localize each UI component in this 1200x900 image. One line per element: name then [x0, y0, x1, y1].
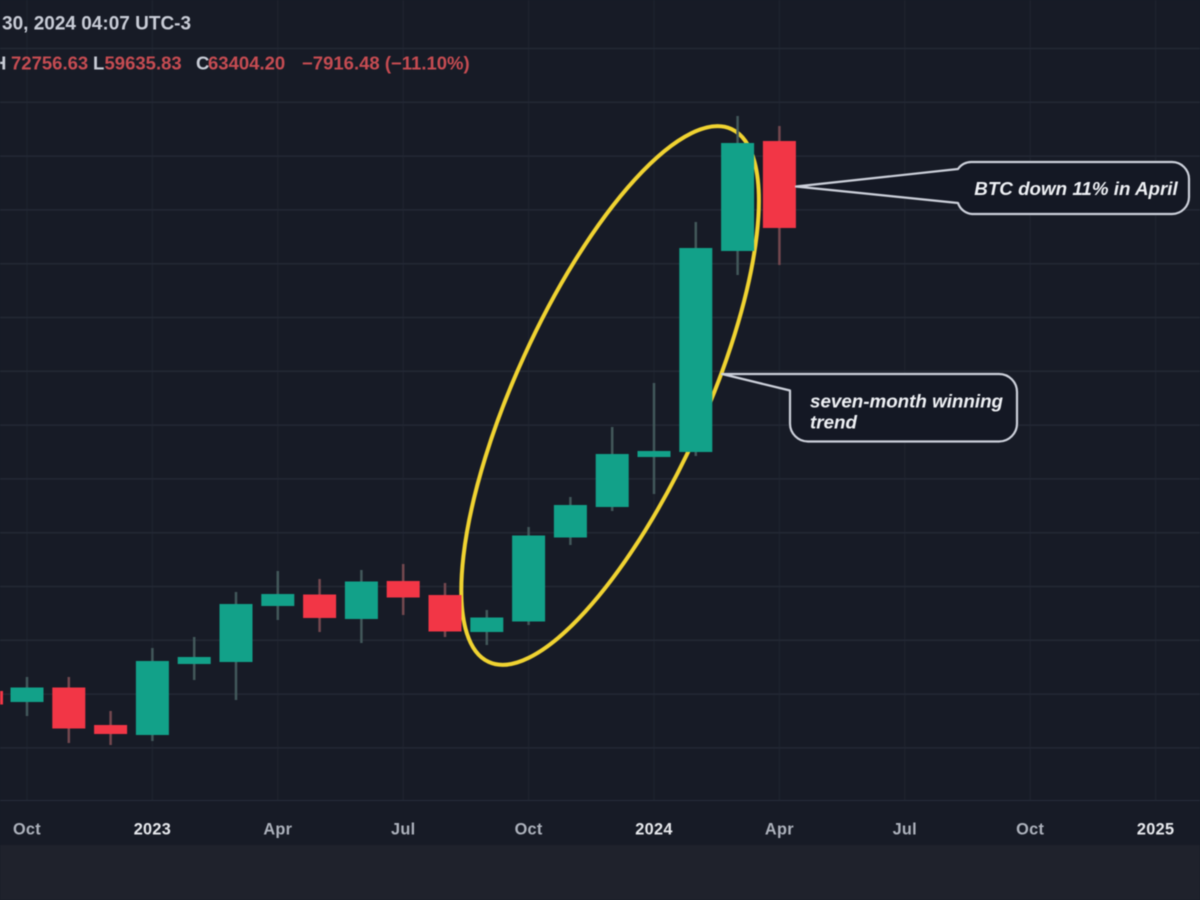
svg-text:H: H — [0, 53, 6, 74]
svg-text:Apr: Apr — [765, 821, 794, 839]
svg-text:2023: 2023 — [134, 821, 171, 839]
svg-text:72756.63: 72756.63 — [11, 53, 88, 74]
svg-text:Jul: Jul — [893, 821, 917, 839]
svg-text:−7916.48 (−11.10%): −7916.48 (−11.10%) — [302, 53, 470, 74]
svg-text:BTC down 11% in April: BTC down 11% in April — [974, 178, 1178, 199]
svg-text:Oct: Oct — [515, 821, 543, 839]
svg-text:Jul: Jul — [391, 821, 415, 839]
svg-text:30, 2024 04:07 UTC-3: 30, 2024 04:07 UTC-3 — [2, 14, 191, 35]
svg-text:59635.83: 59635.83 — [105, 53, 182, 74]
svg-text:2024: 2024 — [635, 821, 672, 839]
svg-text:2025: 2025 — [1137, 821, 1174, 839]
svg-text:trend: trend — [810, 412, 857, 433]
svg-text:Oct: Oct — [13, 821, 41, 839]
svg-text:Oct: Oct — [1016, 821, 1044, 839]
svg-text:63404.20: 63404.20 — [208, 53, 285, 74]
svg-text:Apr: Apr — [263, 821, 292, 839]
svg-text:seven-month winning: seven-month winning — [810, 391, 1004, 412]
svg-text:C: C — [196, 53, 209, 74]
svg-text:L: L — [93, 53, 104, 74]
